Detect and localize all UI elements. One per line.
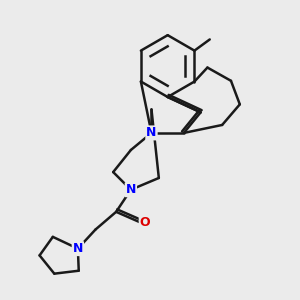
- Text: N: N: [73, 242, 83, 255]
- Text: O: O: [140, 216, 150, 229]
- Text: N: N: [146, 126, 157, 140]
- Text: N: N: [126, 183, 136, 196]
